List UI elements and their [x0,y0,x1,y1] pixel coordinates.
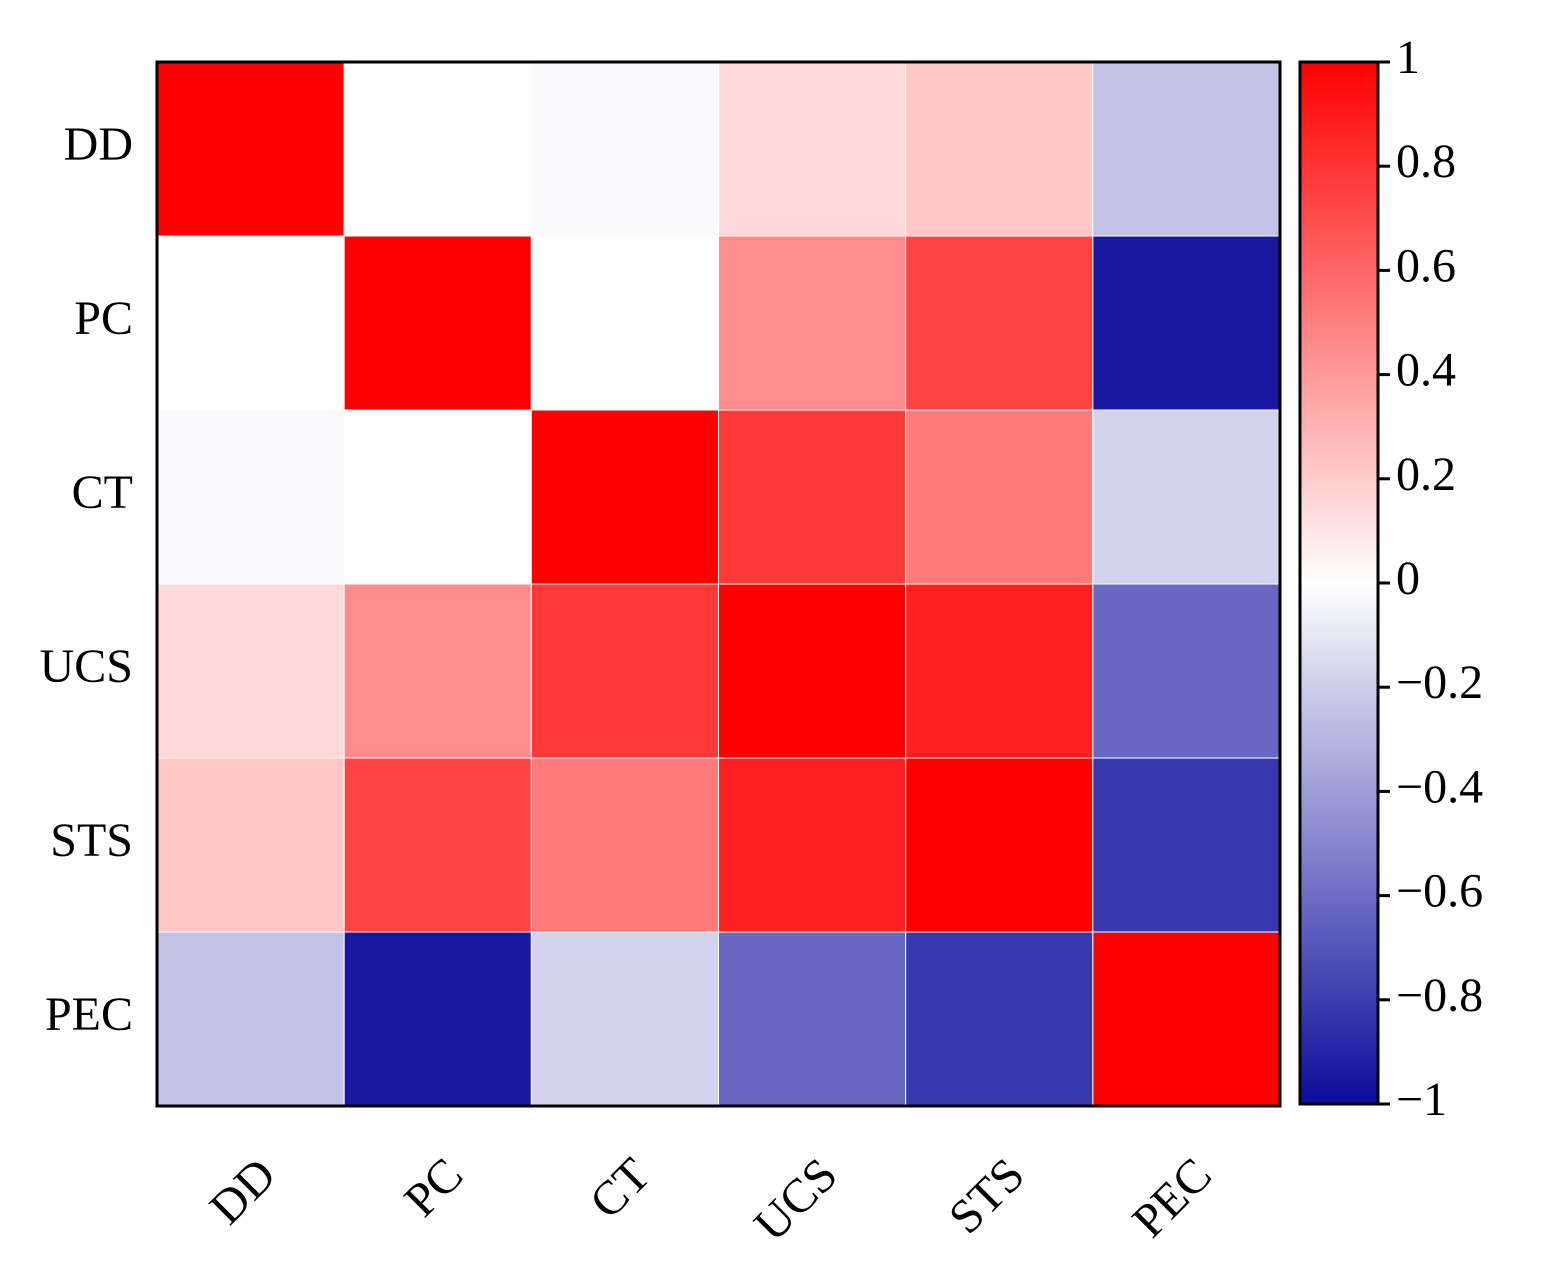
y-tick-label: UCS [40,640,133,693]
heatmap-cell [156,409,345,585]
colorbar-tick-label: 0.6 [1396,239,1456,292]
colorbar-tick-label: −1 [1396,1073,1447,1126]
colorbar-tick-label: −0.2 [1396,656,1483,709]
heatmap-cell [718,61,907,237]
heatmap-cell [530,235,719,411]
heatmap-cell [343,583,532,759]
heatmap-cell [343,931,532,1107]
colorbar [1298,60,1380,1106]
colorbar-tick-label: 0.8 [1396,135,1456,188]
heatmap-cell [343,235,532,411]
heatmap-cell [1092,409,1281,585]
heatmap-cell [156,61,345,237]
heatmap-cell [343,409,532,585]
heatmap-cell [1092,931,1281,1107]
colorbar-tick-label: 0.2 [1396,448,1456,501]
colorbar-tick-label: 1 [1396,31,1420,84]
heatmap-cell [718,931,907,1107]
heatmap-cell [905,931,1094,1107]
x-tick-label: PC [394,1148,473,1227]
heatmap-cell [905,757,1094,933]
heatmap-cell [530,61,719,237]
y-tick-label: CT [72,466,133,519]
x-tick-label: DD [200,1148,286,1234]
heatmap-cell [156,757,345,933]
y-tick-label: DD [64,118,133,171]
x-tick-label: STS [939,1148,1035,1244]
colorbar-tick-label: −0.6 [1396,865,1483,918]
y-tick-label: PEC [45,988,133,1041]
colorbar-tick-label: −0.4 [1396,760,1483,813]
heatmap-cell [1092,757,1281,933]
heatmap-cell [343,757,532,933]
colorbar-tick-label: 0 [1396,552,1420,605]
heatmap-cell [530,409,719,585]
heatmap-cell [530,757,719,933]
plot-border [155,60,1282,1108]
heatmap-cell [343,61,532,237]
heatmap-cell [530,583,719,759]
y-tick-label: PC [74,292,133,345]
heatmap-cell [530,931,719,1107]
heatmap-cell [1092,583,1281,759]
heatmap-cell [718,583,907,759]
heatmap-cell [156,235,345,411]
x-tick-label: UCS [744,1148,848,1252]
heatmap-cell [1092,61,1281,237]
colorbar-tick-label: 0.4 [1396,344,1456,397]
heatmap-cell [156,583,345,759]
heatmap-cell [1092,235,1281,411]
x-tick-label: PEC [1122,1148,1222,1248]
colorbar-tick-label: −0.8 [1396,969,1483,1022]
heatmap-cell [718,235,907,411]
heatmap-cell [905,235,1094,411]
heatmap-cell [905,409,1094,585]
x-tick-label: CT [580,1148,661,1229]
heatmap-cell [905,583,1094,759]
heatmap-cell [718,757,907,933]
y-tick-label: STS [50,814,133,867]
heatmap-cell [156,931,345,1107]
heatmap-cell [905,61,1094,237]
heatmap-cell [718,409,907,585]
